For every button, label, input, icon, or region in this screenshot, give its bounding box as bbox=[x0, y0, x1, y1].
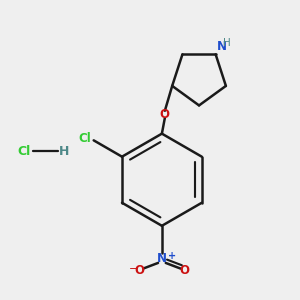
Text: H: H bbox=[223, 38, 231, 48]
Text: O: O bbox=[135, 265, 145, 278]
Text: −: − bbox=[128, 264, 138, 274]
Text: Cl: Cl bbox=[79, 132, 91, 146]
Text: Cl: Cl bbox=[18, 145, 31, 158]
Text: N: N bbox=[217, 40, 227, 53]
Text: +: + bbox=[168, 250, 177, 260]
Text: H: H bbox=[59, 145, 70, 158]
Text: O: O bbox=[160, 108, 170, 121]
Text: O: O bbox=[179, 265, 189, 278]
Text: N: N bbox=[157, 252, 167, 265]
